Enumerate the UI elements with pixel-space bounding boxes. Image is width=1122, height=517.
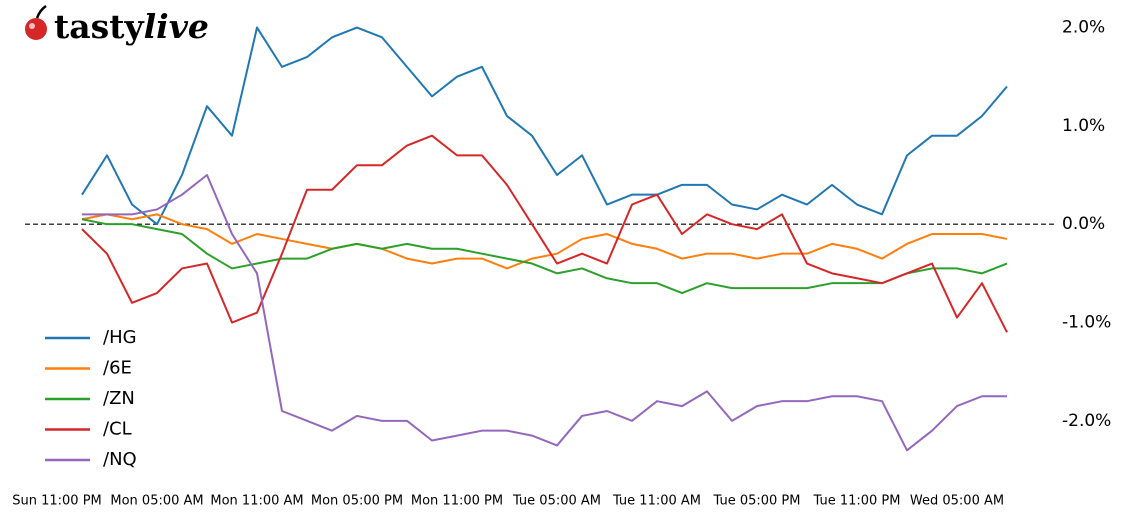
x-tick-label: Tue 05:00 PM: [713, 494, 801, 509]
brand-live: live: [144, 7, 209, 46]
logo: tastylive: [25, 4, 209, 46]
x-tick-label: Wed 05:00 AM: [910, 494, 1004, 509]
x-tick-label: Mon 05:00 AM: [110, 494, 203, 509]
y-tick-label: -2.0%: [1062, 411, 1111, 431]
series-line: [81, 213, 1008, 270]
y-tick-label: -1.0%: [1062, 313, 1111, 333]
series-line: [81, 218, 1008, 295]
x-tick-label: Sun 11:00 PM: [12, 494, 102, 509]
y-tick-label: 0.0%: [1062, 214, 1105, 234]
series-line: [82, 174, 1007, 452]
legend-label: /CL: [103, 419, 132, 440]
x-tick-label: Mon 11:00 AM: [210, 494, 303, 509]
x-tick-label: Tue 11:00 AM: [612, 494, 701, 509]
cherry-highlight: [29, 23, 35, 29]
cherry-icon: [25, 18, 47, 40]
cherry-stem: [35, 4, 47, 19]
series-line: [81, 26, 1008, 226]
x-tick-label: Mon 05:00 PM: [311, 494, 403, 509]
legend-label: /ZN: [103, 388, 135, 409]
x-tick-label: Mon 11:00 PM: [411, 494, 503, 509]
svg-text:tastylive: tastylive: [54, 7, 209, 46]
legend-label: /6E: [103, 358, 132, 379]
x-tick-label: Tue 05:00 AM: [512, 494, 601, 509]
legend-label: /NQ: [103, 449, 137, 470]
legend-label: /HG: [103, 327, 137, 348]
brand-tasty: tasty: [54, 7, 144, 46]
y-tick-label: 1.0%: [1062, 116, 1105, 136]
series-line: [81, 134, 1008, 333]
y-tick-label: 2.0%: [1062, 18, 1105, 38]
x-tick-label: Tue 11:00 PM: [813, 494, 901, 509]
